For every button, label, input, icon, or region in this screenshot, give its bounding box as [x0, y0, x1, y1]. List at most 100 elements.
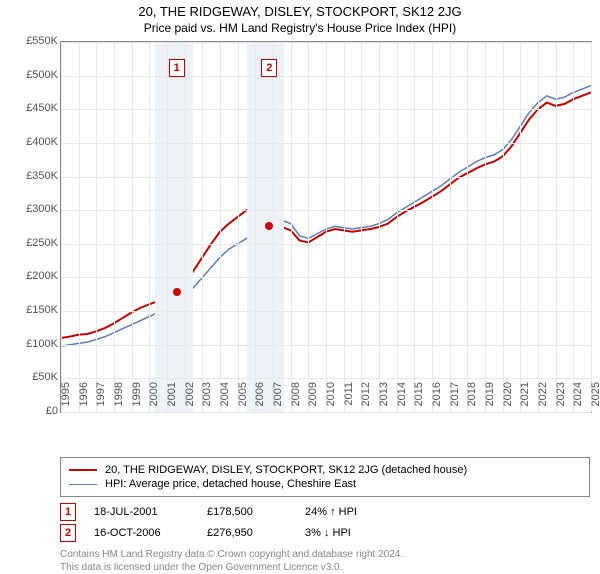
grid-line-v	[185, 42, 186, 412]
x-tick-label: 2004	[219, 382, 231, 406]
x-tick-label: 1996	[78, 382, 90, 406]
sales-row-marker: 1	[60, 503, 76, 521]
grid-line-v	[114, 42, 115, 412]
sale-marker-box: 1	[169, 59, 185, 77]
x-tick-label: 2015	[413, 382, 425, 406]
plot-region: 12	[60, 41, 592, 413]
chart-title: 20, THE RIDGEWAY, DISLEY, STOCKPORT, SK1…	[0, 4, 600, 19]
y-tick-label: £400K	[26, 136, 58, 148]
grid-line-v	[538, 42, 539, 412]
grid-line-v	[379, 42, 380, 412]
sales-row-diff: 3% ↓ HPI	[305, 527, 395, 539]
x-tick-label: 2003	[201, 382, 213, 406]
y-tick-label: £350K	[26, 170, 58, 182]
grid-line-v	[361, 42, 362, 412]
grid-line-v	[61, 42, 62, 412]
x-tick-label: 2020	[502, 382, 514, 406]
x-tick-label: 2010	[325, 382, 337, 406]
grid-line-v	[202, 42, 203, 412]
grid-line-v	[326, 42, 327, 412]
sales-row-date: 18-JUL-2001	[94, 506, 189, 518]
grid-line-v	[96, 42, 97, 412]
x-tick-label: 2013	[378, 382, 390, 406]
x-tick-label: 2002	[184, 382, 196, 406]
grid-line-v	[308, 42, 309, 412]
sales-row: 2 16-OCT-2006 £276,950 3% ↓ HPI	[60, 524, 590, 542]
x-tick-label: 1999	[131, 382, 143, 406]
y-tick-label: £50K	[32, 371, 58, 383]
x-tick-label: 2000	[148, 382, 160, 406]
y-tick-label: £150K	[26, 304, 58, 316]
sales-row: 1 18-JUL-2001 £178,500 24% ↑ HPI	[60, 503, 590, 521]
grid-line-v	[220, 42, 221, 412]
grid-line-v	[556, 42, 557, 412]
grid-line-v	[79, 42, 80, 412]
grid-line-v	[485, 42, 486, 412]
x-tick-label: 2022	[537, 382, 549, 406]
grid-line-v	[255, 42, 256, 412]
y-tick-label: £0	[46, 405, 58, 417]
x-tick-label: 1998	[113, 382, 125, 406]
sale-marker-box: 2	[261, 59, 277, 77]
x-tick-label: 2005	[237, 382, 249, 406]
grid-line-v	[414, 42, 415, 412]
grid-line-v	[467, 42, 468, 412]
sales-row-diff: 24% ↑ HPI	[305, 506, 395, 518]
legend-label: 20, THE RIDGEWAY, DISLEY, STOCKPORT, SK1…	[105, 464, 467, 476]
legend-row: 20, THE RIDGEWAY, DISLEY, STOCKPORT, SK1…	[69, 464, 581, 476]
x-tick-label: 2008	[290, 382, 302, 406]
sales-row-date: 16-OCT-2006	[94, 527, 189, 539]
x-tick-label: 2001	[166, 382, 178, 406]
y-tick-label: £450K	[26, 102, 58, 114]
grid-line-v	[132, 42, 133, 412]
grid-line-v	[503, 42, 504, 412]
y-tick-label: £100K	[26, 338, 58, 350]
x-tick-label: 2021	[519, 382, 531, 406]
grid-line-v	[432, 42, 433, 412]
x-tick-label: 2018	[466, 382, 478, 406]
grid-line-v	[344, 42, 345, 412]
sale-marker-dot	[265, 222, 273, 230]
sales-row-price: £178,500	[207, 506, 287, 518]
grid-line-v	[573, 42, 574, 412]
x-tick-label: 2016	[431, 382, 443, 406]
footer-line: Contains HM Land Registry data © Crown c…	[60, 548, 590, 561]
x-tick-label: 2009	[307, 382, 319, 406]
x-tick-label: 2007	[272, 382, 284, 406]
x-tick-label: 2025	[590, 382, 600, 406]
y-tick-label: £200K	[26, 270, 58, 282]
legend-swatch	[69, 484, 97, 485]
grid-line-v	[520, 42, 521, 412]
legend-label: HPI: Average price, detached house, Ches…	[105, 478, 356, 490]
x-tick-label: 2017	[449, 382, 461, 406]
x-axis: 1995199619971998199920002001200220032004…	[60, 382, 590, 422]
sales-row-price: £276,950	[207, 527, 287, 539]
chart-container: 20, THE RIDGEWAY, DISLEY, STOCKPORT, SK1…	[0, 4, 600, 564]
grid-line-v	[149, 42, 150, 412]
y-tick-label: £300K	[26, 203, 58, 215]
sales-row-marker: 2	[60, 524, 76, 542]
chart-subtitle: Price paid vs. HM Land Registry's House …	[0, 21, 600, 35]
x-tick-label: 1995	[60, 382, 72, 406]
x-tick-label: 2014	[396, 382, 408, 406]
footer-line: This data is licensed under the Open Gov…	[60, 561, 590, 574]
y-axis: £0£50K£100K£150K£200K£250K£300K£350K£400…	[12, 41, 58, 411]
grid-line-v	[273, 42, 274, 412]
y-tick-label: £550K	[26, 35, 58, 47]
x-tick-label: 2024	[572, 382, 584, 406]
sale-marker-dot	[173, 288, 181, 296]
y-tick-label: £500K	[26, 69, 58, 81]
grid-line-v	[167, 42, 168, 412]
sales-table: 1 18-JUL-2001 £178,500 24% ↑ HPI 2 16-OCT-200…	[60, 503, 590, 542]
grid-line-v	[591, 42, 592, 412]
legend-swatch	[69, 469, 97, 471]
legend-box: 20, THE RIDGEWAY, DISLEY, STOCKPORT, SK1…	[60, 457, 590, 497]
grid-line-v	[397, 42, 398, 412]
x-tick-label: 2012	[360, 382, 372, 406]
legend-row: HPI: Average price, detached house, Ches…	[69, 478, 581, 490]
shade-band	[155, 42, 194, 412]
x-tick-label: 2019	[484, 382, 496, 406]
chart-area: 12 £0£50K£100K£150K£200K£250K£300K£350K£…	[60, 41, 590, 411]
y-tick-label: £250K	[26, 237, 58, 249]
x-tick-label: 2023	[555, 382, 567, 406]
